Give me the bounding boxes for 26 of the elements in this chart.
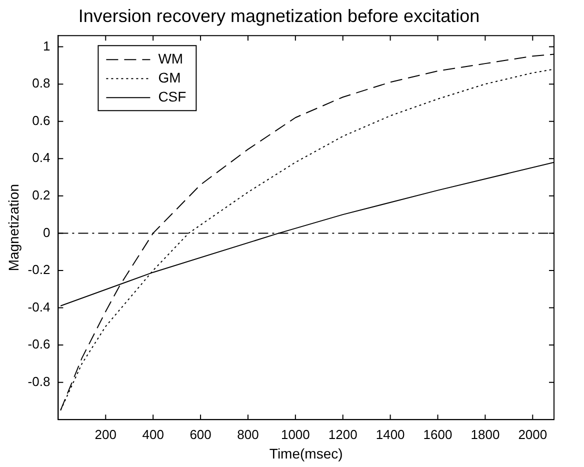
x-tick-label: 1200 xyxy=(328,426,358,442)
y-tick-label: 0.4 xyxy=(32,150,50,166)
y-tick-label: 0.2 xyxy=(32,187,50,202)
chart-title: Inversion recovery magnetization before excitation xyxy=(78,6,480,26)
y-tick-label: 0 xyxy=(42,224,50,240)
legend-label: GM xyxy=(158,69,181,86)
x-tick-label: 1000 xyxy=(280,426,310,442)
x-tick-label: 200 xyxy=(94,426,116,442)
x-tick-label: 1400 xyxy=(376,426,405,442)
x-tick-label: 1800 xyxy=(470,426,500,442)
y-tick-label: -0.2 xyxy=(28,262,50,278)
legend-label: CSF xyxy=(158,88,186,104)
y-tick-label: -0.8 xyxy=(28,374,50,389)
legend-label: WM xyxy=(158,50,184,66)
x-tick-label: 1600 xyxy=(423,426,452,442)
y-tick-label: -0.4 xyxy=(28,299,50,314)
y-tick-label: 1 xyxy=(42,38,50,54)
y-tick-label: -0.6 xyxy=(28,336,50,352)
x-tick-label: 400 xyxy=(142,426,164,442)
x-axis-title: Time(msec) xyxy=(269,445,343,462)
y-tick-label: 0.8 xyxy=(32,76,50,91)
x-tick-label: 600 xyxy=(190,426,212,442)
y-axis-title: Magnetization xyxy=(5,184,22,272)
x-tick-label: 2000 xyxy=(518,426,548,442)
y-tick-label: 0.6 xyxy=(32,112,50,128)
x-tick-label: 800 xyxy=(237,426,259,442)
